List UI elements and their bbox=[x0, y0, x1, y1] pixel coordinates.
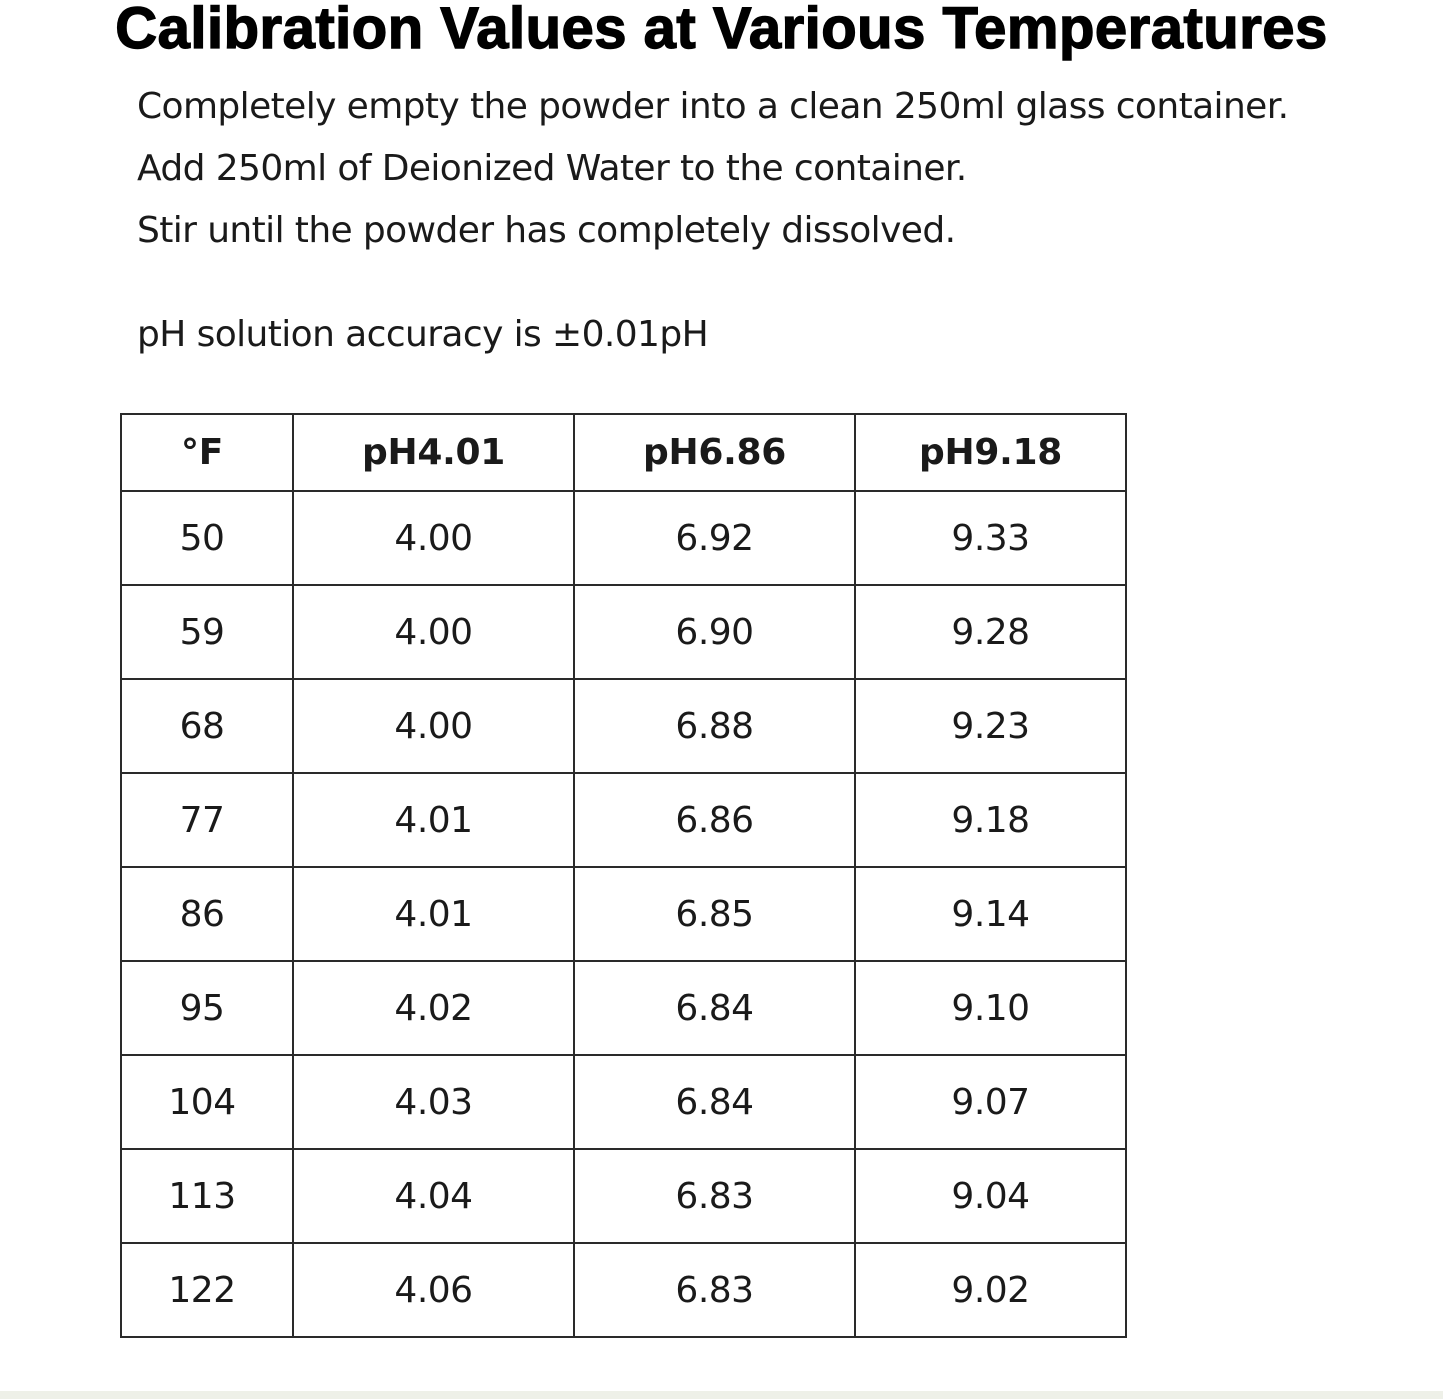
cell-temperature: 95 bbox=[120, 960, 294, 1056]
header-ph686: pH6.86 bbox=[573, 413, 856, 492]
instruction-line: Add 250ml of Deionized Water to the cont… bbox=[137, 148, 967, 189]
cell-ph918: 9.07 bbox=[854, 1054, 1127, 1150]
cell-temperature: 68 bbox=[120, 678, 294, 774]
table-row: 86 4.01 6.85 9.14 bbox=[120, 866, 1127, 962]
cell-ph686: 6.86 bbox=[573, 772, 856, 868]
table-row: 68 4.00 6.88 9.23 bbox=[120, 678, 1127, 774]
cell-temperature: 59 bbox=[120, 584, 294, 680]
cell-temperature: 122 bbox=[120, 1242, 294, 1338]
cell-ph686: 6.83 bbox=[573, 1242, 856, 1338]
cell-ph918: 9.10 bbox=[854, 960, 1127, 1056]
table-row: 50 4.00 6.92 9.33 bbox=[120, 490, 1127, 586]
cell-ph686: 6.85 bbox=[573, 866, 856, 962]
cell-ph918: 9.28 bbox=[854, 584, 1127, 680]
cell-ph401: 4.00 bbox=[292, 584, 575, 680]
cell-temperature: 86 bbox=[120, 866, 294, 962]
calibration-table: °F pH4.01 pH6.86 pH9.18 50 4.00 6.92 9.3… bbox=[120, 413, 1127, 1338]
cell-temperature: 50 bbox=[120, 490, 294, 586]
cell-ph918: 9.33 bbox=[854, 490, 1127, 586]
page-title: Calibration Values at Various Temperatur… bbox=[115, 0, 1328, 61]
header-fahrenheit: °F bbox=[120, 413, 294, 492]
bottom-edge-strip bbox=[0, 1391, 1443, 1399]
cell-temperature: 77 bbox=[120, 772, 294, 868]
cell-ph686: 6.84 bbox=[573, 1054, 856, 1150]
table-row: 104 4.03 6.84 9.07 bbox=[120, 1054, 1127, 1150]
table-row: 59 4.00 6.90 9.28 bbox=[120, 584, 1127, 680]
cell-ph401: 4.00 bbox=[292, 678, 575, 774]
cell-ph401: 4.03 bbox=[292, 1054, 575, 1150]
cell-ph401: 4.01 bbox=[292, 772, 575, 868]
cell-ph401: 4.00 bbox=[292, 490, 575, 586]
instruction-line: Stir until the powder has completely dis… bbox=[137, 210, 956, 251]
header-ph918: pH9.18 bbox=[854, 413, 1127, 492]
cell-ph686: 6.88 bbox=[573, 678, 856, 774]
table-header-row: °F pH4.01 pH6.86 pH9.18 bbox=[120, 413, 1127, 492]
table-row: 122 4.06 6.83 9.02 bbox=[120, 1242, 1127, 1338]
header-ph401: pH4.01 bbox=[292, 413, 575, 492]
table-row: 113 4.04 6.83 9.04 bbox=[120, 1148, 1127, 1244]
cell-ph918: 9.14 bbox=[854, 866, 1127, 962]
cell-temperature: 104 bbox=[120, 1054, 294, 1150]
cell-ph918: 9.18 bbox=[854, 772, 1127, 868]
accuracy-note: pH solution accuracy is ±0.01pH bbox=[137, 314, 709, 355]
table-row: 95 4.02 6.84 9.10 bbox=[120, 960, 1127, 1056]
table-row: 77 4.01 6.86 9.18 bbox=[120, 772, 1127, 868]
instruction-line: Completely empty the powder into a clean… bbox=[137, 86, 1289, 127]
cell-ph918: 9.23 bbox=[854, 678, 1127, 774]
instructions: Completely empty the powder into a clean… bbox=[137, 80, 1289, 266]
cell-ph401: 4.04 bbox=[292, 1148, 575, 1244]
cell-temperature: 113 bbox=[120, 1148, 294, 1244]
cell-ph401: 4.02 bbox=[292, 960, 575, 1056]
cell-ph918: 9.04 bbox=[854, 1148, 1127, 1244]
cell-ph401: 4.01 bbox=[292, 866, 575, 962]
cell-ph686: 6.90 bbox=[573, 584, 856, 680]
cell-ph686: 6.92 bbox=[573, 490, 856, 586]
cell-ph401: 4.06 bbox=[292, 1242, 575, 1338]
cell-ph686: 6.84 bbox=[573, 960, 856, 1056]
cell-ph918: 9.02 bbox=[854, 1242, 1127, 1338]
cell-ph686: 6.83 bbox=[573, 1148, 856, 1244]
